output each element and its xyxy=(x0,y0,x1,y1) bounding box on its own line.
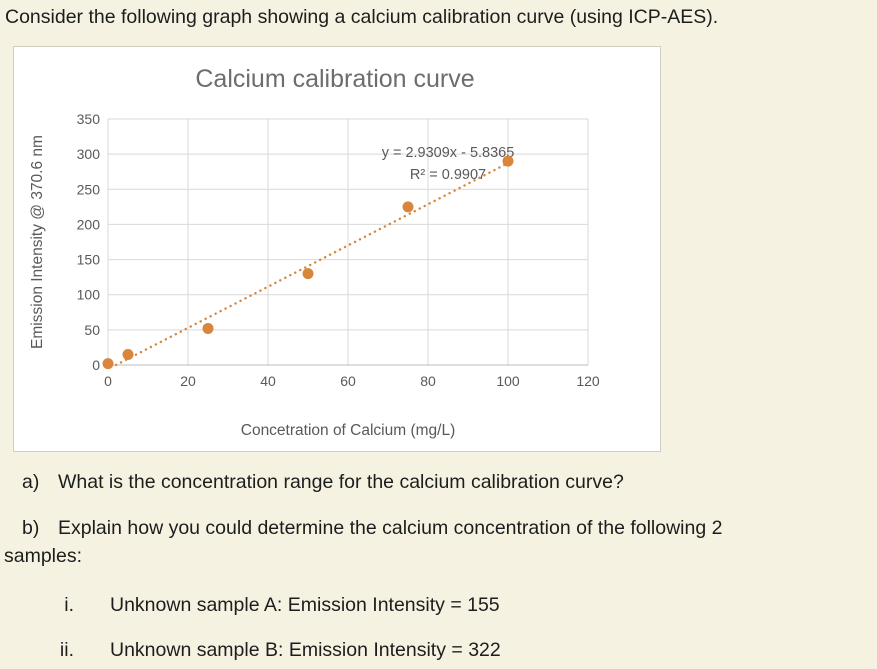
chart-container: 0 50 100 150 200 250 300 350 0 20 40 60 80 100 120 Calc… xyxy=(13,46,661,452)
question-a-label: a) xyxy=(22,471,40,493)
x-axis-title: Concetration of Calcium (mg/L) xyxy=(241,422,456,439)
y-tick-label: 250 xyxy=(77,181,101,197)
data-point xyxy=(502,155,514,167)
sample-b-row: ii. Unknown sample B: Emission Intensity… xyxy=(0,639,877,665)
question-a: a) What is the concentration range for th… xyxy=(22,471,877,494)
x-tick-label: 120 xyxy=(576,373,600,389)
y-axis-title: Emission Intensity @ 370.6 nm xyxy=(29,135,46,349)
data-point xyxy=(102,358,114,370)
data-point xyxy=(122,348,134,360)
x-tick-label: 20 xyxy=(180,373,196,389)
x-tick-label: 0 xyxy=(104,373,112,389)
question-b-text: Explain how you could determine the calc… xyxy=(58,517,723,539)
y-tick-label: 200 xyxy=(77,216,101,232)
trendline-r-squared: R² = 0.9907 xyxy=(410,167,486,183)
trendline xyxy=(114,159,514,367)
question-b-continuation: samples: xyxy=(4,545,83,567)
chart-grid xyxy=(107,118,589,366)
question-b: b) Explain how you could determine the ca… xyxy=(22,517,877,540)
x-tick-label: 40 xyxy=(260,373,276,389)
data-point xyxy=(202,322,214,334)
x-tick-label: 60 xyxy=(340,373,356,389)
question-b-label: b) xyxy=(22,517,40,539)
y-tick-label: 350 xyxy=(77,111,101,127)
y-tick-label: 50 xyxy=(84,322,100,338)
sample-a-text: Unknown sample A: Emission Intensity = 1… xyxy=(110,594,500,616)
x-tick-label: 100 xyxy=(496,373,520,389)
y-tick-label: 300 xyxy=(77,146,101,162)
question-a-text: What is the concentration range for the … xyxy=(58,471,624,493)
data-point xyxy=(402,201,414,213)
sample-a-numeral: i. xyxy=(64,594,74,616)
chart-title: Calcium calibration curve xyxy=(195,65,474,93)
y-tick-label: 0 xyxy=(92,357,100,373)
intro-text: Consider the following graph showing a c… xyxy=(5,6,719,28)
data-point xyxy=(302,268,314,280)
x-tick-label: 80 xyxy=(420,373,436,389)
calibration-chart: 0 50 100 150 200 250 300 350 0 20 40 60 80 100 120 Calc… xyxy=(29,65,600,439)
sample-b-text: Unknown sample B: Emission Intensity = 3… xyxy=(110,639,501,661)
y-tick-label: 100 xyxy=(77,287,101,303)
sample-b-numeral: ii. xyxy=(59,639,74,661)
data-points xyxy=(102,155,514,370)
trendline-equation: y = 2.9309x - 5.8365 xyxy=(382,145,515,161)
y-tick-label: 150 xyxy=(77,252,101,268)
sample-a-row: i. Unknown sample A: Emission Intensity … xyxy=(0,594,877,620)
